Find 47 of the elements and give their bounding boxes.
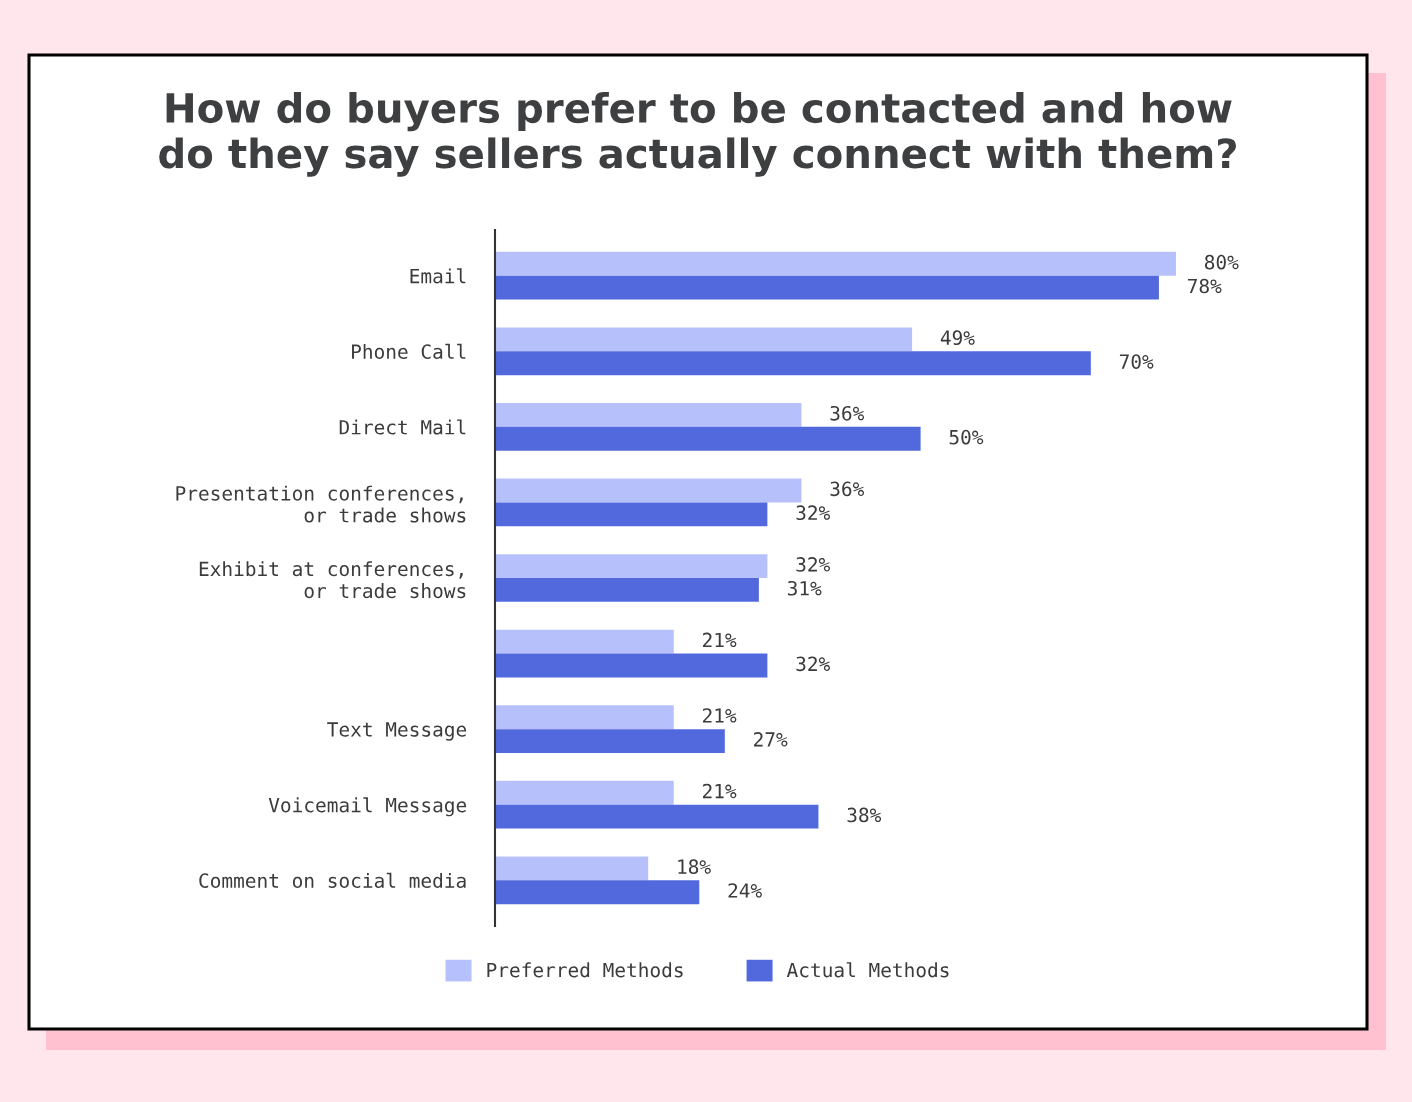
bar	[495, 327, 913, 352]
bar	[495, 705, 674, 730]
y-tick-label: Phone Call	[352, 343, 466, 360]
legend-label: Actual Methods	[786, 962, 949, 978]
data-label: 21%	[702, 783, 737, 799]
data-label: 80%	[1204, 254, 1239, 270]
bar	[495, 502, 768, 527]
y-tick-label: Presentation conferences, or trade shows	[176, 485, 466, 523]
bar	[495, 629, 674, 654]
legend-label: Preferred Methods	[487, 962, 683, 978]
data-label: 70%	[1119, 354, 1154, 369]
bar	[495, 804, 819, 829]
y-tick-label: Exhibit at conferences, or trade shows	[199, 561, 466, 599]
bar	[495, 426, 921, 451]
data-label: 50%	[949, 429, 984, 445]
data-label: 36%	[830, 481, 865, 497]
bar	[495, 351, 1091, 376]
bar	[495, 578, 759, 602]
data-label: 78%	[1188, 278, 1222, 294]
data-label: 36%	[830, 405, 865, 421]
data-label: 24%	[728, 883, 762, 898]
data-label: 27%	[754, 732, 788, 747]
bar	[495, 403, 802, 427]
y-tick-label: Text Message	[327, 722, 467, 741]
bar	[495, 880, 700, 905]
bar	[495, 275, 1159, 300]
data-label: 38%	[847, 807, 882, 823]
data-label: 32%	[796, 557, 830, 572]
data-label: 21%	[702, 708, 737, 723]
data-label: 32%	[796, 505, 830, 521]
bar	[495, 780, 674, 805]
data-label: 49%	[940, 330, 975, 346]
bar	[495, 729, 725, 753]
y-tick-label: Comment on social media	[199, 872, 466, 888]
chart-title: How do buyers prefer to be contacted and how do they say sellers actually connect with them?	[159, 92, 1237, 177]
data-label: 32%	[796, 656, 830, 672]
bar	[495, 478, 802, 503]
bar	[495, 653, 768, 678]
data-label: 18%	[678, 859, 711, 875]
y-tick-label: Voicemail Message	[268, 797, 467, 817]
y-tick-label: Email	[410, 268, 466, 284]
y-tick-label: Direct Mail	[339, 419, 466, 435]
data-label: 21%	[702, 632, 737, 648]
bar	[495, 554, 768, 578]
data-label: 31%	[787, 580, 822, 596]
bar	[495, 856, 649, 881]
bar	[495, 251, 1176, 276]
